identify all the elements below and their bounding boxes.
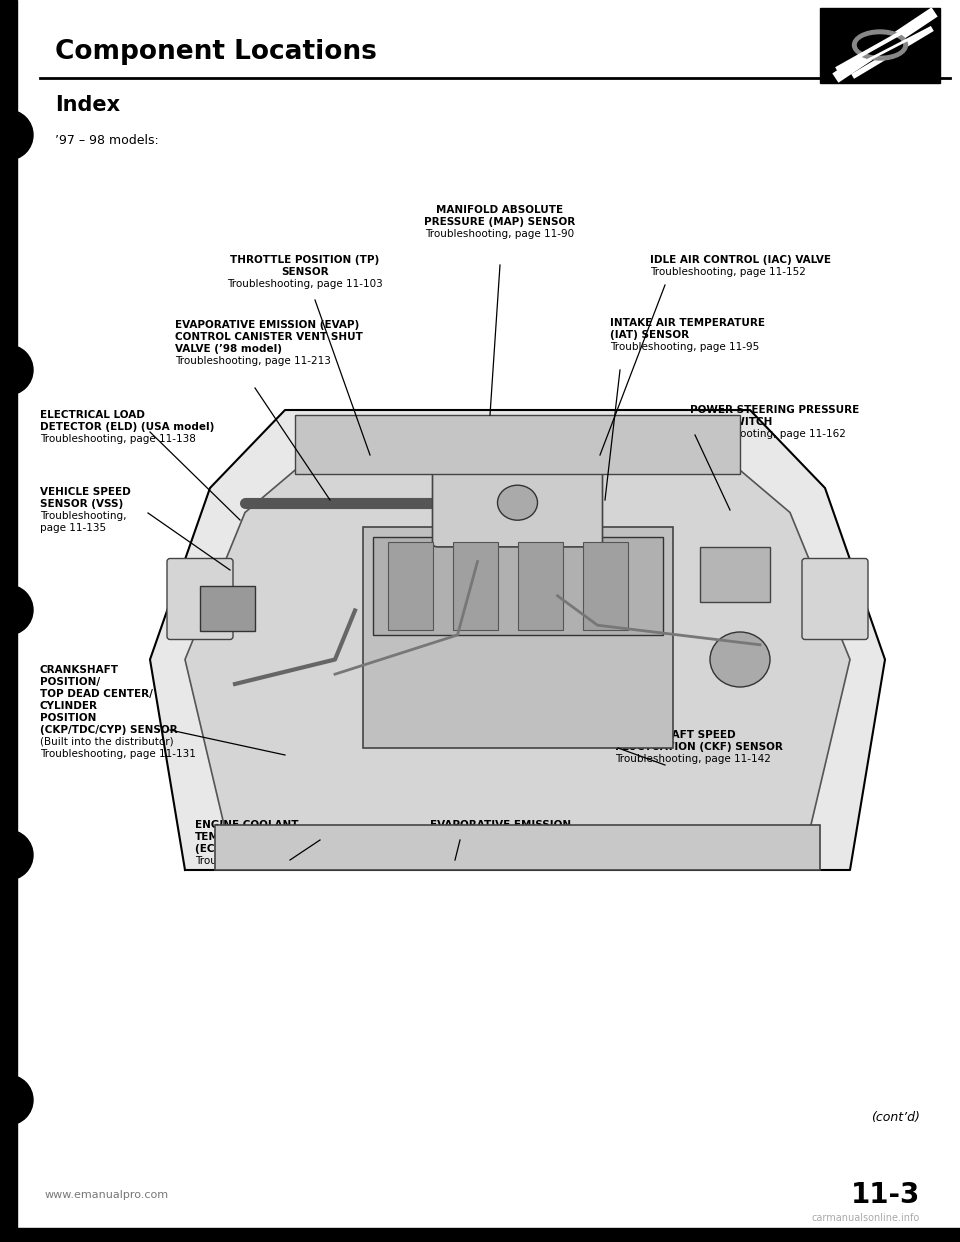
Text: Troubleshooting, page 11-138: Troubleshooting, page 11-138	[40, 433, 196, 443]
Polygon shape	[185, 450, 850, 850]
Text: SENSOR (VSS): SENSOR (VSS)	[40, 499, 123, 509]
Text: Troubleshooting, page 11-90: Troubleshooting, page 11-90	[425, 229, 575, 238]
Text: POSITION/: POSITION/	[40, 677, 100, 687]
Text: TOP DEAD CENTER/: TOP DEAD CENTER/	[40, 689, 153, 699]
Text: (CKP/TDC/CYP) SENSOR: (CKP/TDC/CYP) SENSOR	[40, 725, 178, 735]
FancyBboxPatch shape	[167, 559, 233, 640]
Text: CONTROL CANISTER VENT SHUT: CONTROL CANISTER VENT SHUT	[175, 332, 363, 342]
Text: VEHICLE SPEED: VEHICLE SPEED	[40, 487, 131, 497]
Text: THROTTLE POSITION (TP): THROTTLE POSITION (TP)	[230, 255, 379, 265]
Text: FLUCTUATION (CKF) SENSOR: FLUCTUATION (CKF) SENSOR	[615, 741, 782, 751]
Text: (EVAP) PURGE CONTROL: (EVAP) PURGE CONTROL	[430, 832, 572, 842]
Ellipse shape	[852, 30, 907, 60]
Ellipse shape	[710, 632, 770, 687]
Text: Troubleshooting, page 11-205, 213: Troubleshooting, page 11-205, 213	[430, 856, 612, 866]
Text: ELECTRICAL LOAD: ELECTRICAL LOAD	[40, 410, 145, 420]
Bar	[215, 825, 820, 869]
Text: Component Locations: Component Locations	[55, 39, 377, 65]
Text: Troubleshooting,: Troubleshooting,	[40, 510, 127, 520]
Bar	[517, 542, 563, 630]
Bar	[452, 542, 497, 630]
Text: Troubleshooting, page 11-142: Troubleshooting, page 11-142	[615, 754, 771, 764]
Text: CYLINDER: CYLINDER	[40, 700, 98, 710]
Text: carmanualsonline.info: carmanualsonline.info	[812, 1213, 920, 1223]
Bar	[820, 7, 940, 83]
Text: Troubleshooting, page 11-213: Troubleshooting, page 11-213	[175, 356, 331, 366]
Text: Troubleshooting, page 11-162: Troubleshooting, page 11-162	[690, 428, 846, 438]
Text: ENGINE COOLANT: ENGINE COOLANT	[195, 820, 299, 830]
Text: Troubleshooting, page 11-99: Troubleshooting, page 11-99	[195, 856, 345, 866]
FancyBboxPatch shape	[802, 559, 868, 640]
Circle shape	[0, 111, 33, 160]
Text: SENSOR: SENSOR	[281, 267, 329, 277]
Circle shape	[0, 1076, 33, 1125]
Text: Index: Index	[55, 94, 120, 116]
Text: ’97 – 98 models:: ’97 – 98 models:	[55, 133, 158, 147]
Circle shape	[0, 830, 33, 881]
Text: (IAT) SENSOR: (IAT) SENSOR	[610, 330, 689, 340]
Bar	[583, 542, 628, 630]
Text: POWER STEERING PRESSURE: POWER STEERING PRESSURE	[690, 405, 859, 415]
Text: EVAPORATIVE EMISSION: EVAPORATIVE EMISSION	[430, 820, 571, 830]
Polygon shape	[150, 410, 885, 869]
Text: PRESSURE (MAP) SENSOR: PRESSURE (MAP) SENSOR	[424, 217, 576, 227]
Text: Troubleshooting, page 11-103: Troubleshooting, page 11-103	[228, 279, 383, 289]
Circle shape	[0, 585, 33, 635]
Bar	[295, 415, 740, 473]
Bar	[200, 586, 255, 631]
Bar	[372, 537, 662, 635]
Bar	[0, 0, 17, 1242]
Bar	[363, 527, 673, 748]
Text: (ECT) SENSOR: (ECT) SENSOR	[195, 845, 277, 854]
Text: Troubleshooting, page 11-95: Troubleshooting, page 11-95	[610, 342, 759, 351]
Text: TEMPERATURE: TEMPERATURE	[195, 832, 280, 842]
Bar	[0, 1228, 960, 1242]
Circle shape	[0, 345, 33, 395]
FancyBboxPatch shape	[433, 458, 603, 546]
Text: INTAKE AIR TEMPERATURE: INTAKE AIR TEMPERATURE	[610, 318, 765, 328]
Text: EVAPORATIVE EMISSION (EVAP): EVAPORATIVE EMISSION (EVAP)	[175, 320, 359, 330]
Text: IDLE AIR CONTROL (IAC) VALVE: IDLE AIR CONTROL (IAC) VALVE	[650, 255, 831, 265]
Text: CRANKSHAFT SPEED: CRANKSHAFT SPEED	[615, 730, 735, 740]
Text: Troubleshooting, page 11-131: Troubleshooting, page 11-131	[40, 749, 196, 759]
Text: SOLENOID VALVE: SOLENOID VALVE	[430, 845, 529, 854]
Text: Troubleshooting, page 11-152: Troubleshooting, page 11-152	[650, 267, 805, 277]
Text: (PSP) SWITCH: (PSP) SWITCH	[690, 417, 773, 427]
Text: page 11-135: page 11-135	[40, 523, 107, 533]
Text: www.emanualpro.com: www.emanualpro.com	[45, 1190, 169, 1200]
Bar	[700, 546, 770, 602]
Text: POSITION: POSITION	[40, 713, 96, 723]
Bar	[388, 542, 433, 630]
Text: DETECTOR (ELD) (USA model): DETECTOR (ELD) (USA model)	[40, 422, 214, 432]
Text: (cont’d): (cont’d)	[871, 1112, 920, 1124]
Text: CRANKSHAFT: CRANKSHAFT	[40, 664, 119, 674]
Ellipse shape	[857, 35, 902, 55]
Text: 11-3: 11-3	[851, 1181, 920, 1208]
Text: VALVE (’98 model): VALVE (’98 model)	[175, 344, 282, 354]
Text: (Built into the distributor): (Built into the distributor)	[40, 737, 174, 746]
Ellipse shape	[497, 486, 538, 520]
Text: MANIFOLD ABSOLUTE: MANIFOLD ABSOLUTE	[437, 205, 564, 215]
